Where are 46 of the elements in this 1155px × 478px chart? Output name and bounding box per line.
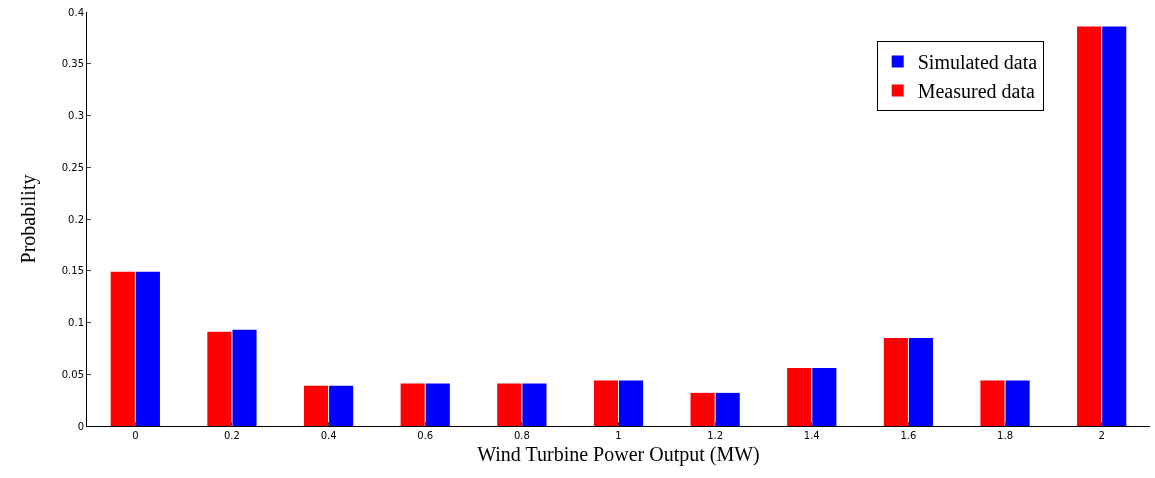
y-axis-title: Probability xyxy=(17,174,41,264)
y-tick-label: 0.1 xyxy=(68,317,84,328)
x-tick-label: 0.4 xyxy=(320,430,337,441)
x-tick-label: 0.2 xyxy=(224,430,240,441)
legend-label: Measured data xyxy=(917,80,1035,103)
bar xyxy=(812,368,837,426)
y-tick-label: 0.15 xyxy=(61,265,84,277)
x-tick-label: 1.2 xyxy=(707,430,724,441)
y-tick-label: 0.05 xyxy=(61,368,84,380)
bar xyxy=(883,338,908,426)
x-tick-label: 0.8 xyxy=(513,430,530,441)
bar xyxy=(303,385,329,426)
bar xyxy=(497,383,522,426)
x-tick-label: 0.6 xyxy=(417,430,434,441)
bar xyxy=(232,329,257,426)
x-tick-label: 1 xyxy=(615,430,622,441)
y-tick-label: 0.2 xyxy=(68,213,84,225)
y-tick-label: 0.4 xyxy=(68,6,84,18)
bar xyxy=(135,271,160,426)
bar xyxy=(425,383,450,426)
x-tick-label: 1.8 xyxy=(997,430,1013,441)
x-tick-label: 1.6 xyxy=(900,430,917,441)
y-tick-label: 0 xyxy=(77,420,84,432)
y-tick-label: 0.25 xyxy=(61,161,84,173)
x-tick-label: 1.4 xyxy=(803,430,820,441)
bar xyxy=(207,331,232,426)
bar xyxy=(1077,26,1102,426)
bar xyxy=(715,392,740,426)
x-tick-label: 2 xyxy=(1098,430,1105,441)
bar xyxy=(1102,26,1127,426)
legend-label: Simulated data xyxy=(917,51,1038,74)
bar xyxy=(1005,380,1030,426)
bar xyxy=(110,271,135,426)
bar xyxy=(619,380,644,426)
bar xyxy=(980,380,1005,426)
bar xyxy=(400,383,425,426)
bar xyxy=(522,383,547,426)
bar xyxy=(908,338,934,426)
bar xyxy=(787,368,812,426)
y-tick-label: 0.35 xyxy=(61,58,84,70)
bar xyxy=(593,380,618,426)
bar xyxy=(329,385,354,426)
y-tick-label: 0.3 xyxy=(68,110,84,121)
bar xyxy=(690,392,715,426)
x-axis-title: Wind Turbine Power Output (MW) xyxy=(477,442,760,466)
x-tick-label: 0 xyxy=(132,430,139,441)
